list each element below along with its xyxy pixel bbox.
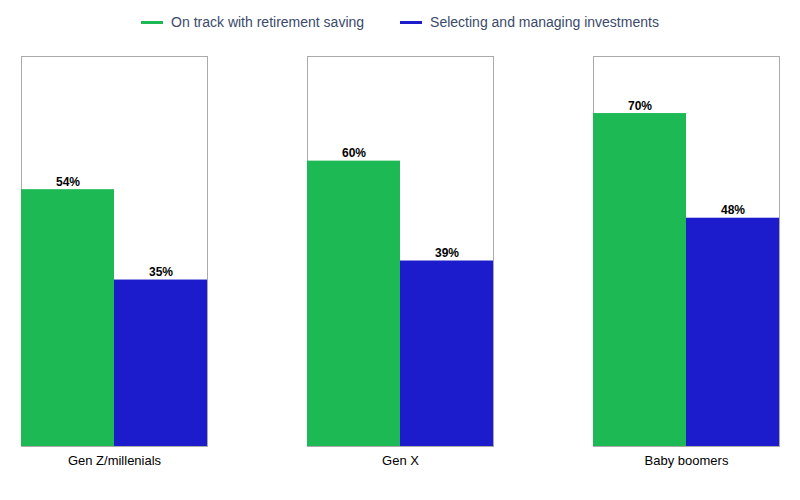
- svg-text:35%: 35%: [149, 265, 173, 279]
- svg-text:Gen Z/millenials: Gen Z/millenials: [68, 453, 162, 468]
- html-text:Selecting and managing investm: Selecting and managing investments: [430, 14, 659, 30]
- svg-text:48%: 48%: [721, 203, 745, 217]
- svg-text:Gen X: Gen X: [382, 453, 419, 468]
- svg-text:39%: 39%: [435, 246, 459, 260]
- svg-text:60%: 60%: [342, 146, 366, 160]
- html-text:On track with retirement savin: On track with retirement saving: [171, 14, 365, 30]
- svg-text:70%: 70%: [628, 99, 652, 113]
- svg-text:54%: 54%: [56, 175, 80, 189]
- svg-text:Baby boomers: Baby boomers: [645, 453, 729, 468]
